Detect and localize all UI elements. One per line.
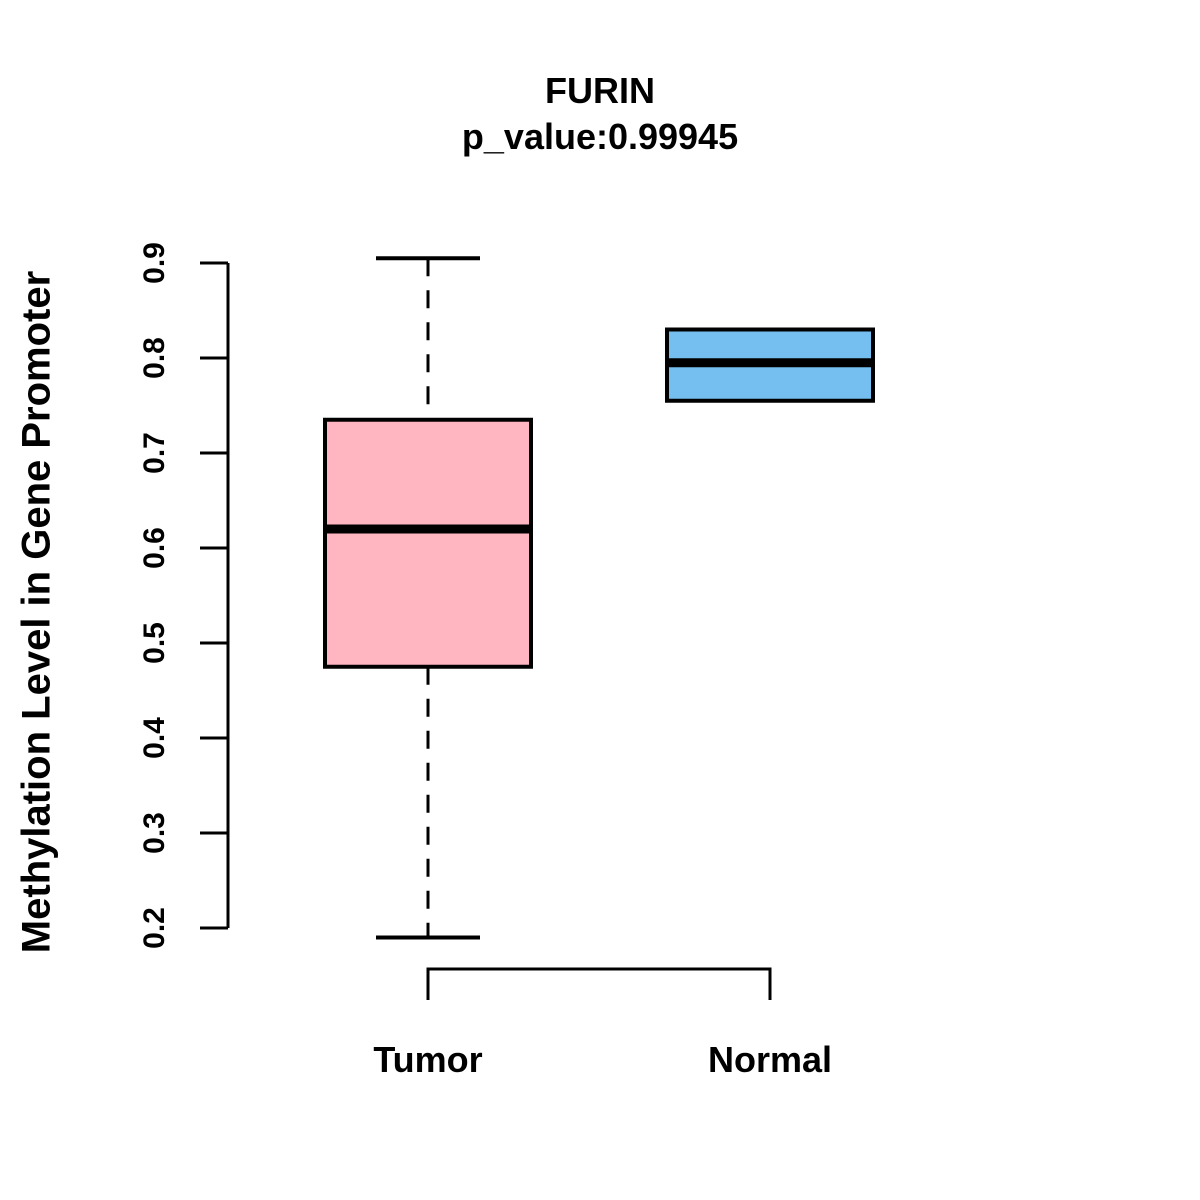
y-tick-label: 0.3 [138, 812, 171, 854]
x-label-tumor: Tumor [373, 1039, 483, 1080]
x-label-normal: Normal [707, 1039, 833, 1080]
y-tick-label: 0.9 [138, 242, 171, 284]
y-tick-label: 0.8 [138, 337, 171, 379]
chart-title: FURIN [545, 70, 655, 111]
y-tick-label: 0.4 [138, 717, 171, 759]
y-tick-label: 0.5 [138, 622, 171, 664]
y-tick-label: 0.6 [138, 527, 171, 569]
chart-subtitle: p_value:0.99945 [461, 116, 739, 157]
y-tick-label: 0.2 [138, 907, 171, 949]
y-tick-label: 0.7 [138, 432, 171, 474]
tumor-box [323, 417, 533, 669]
x-axis-bracket [426, 967, 772, 1000]
